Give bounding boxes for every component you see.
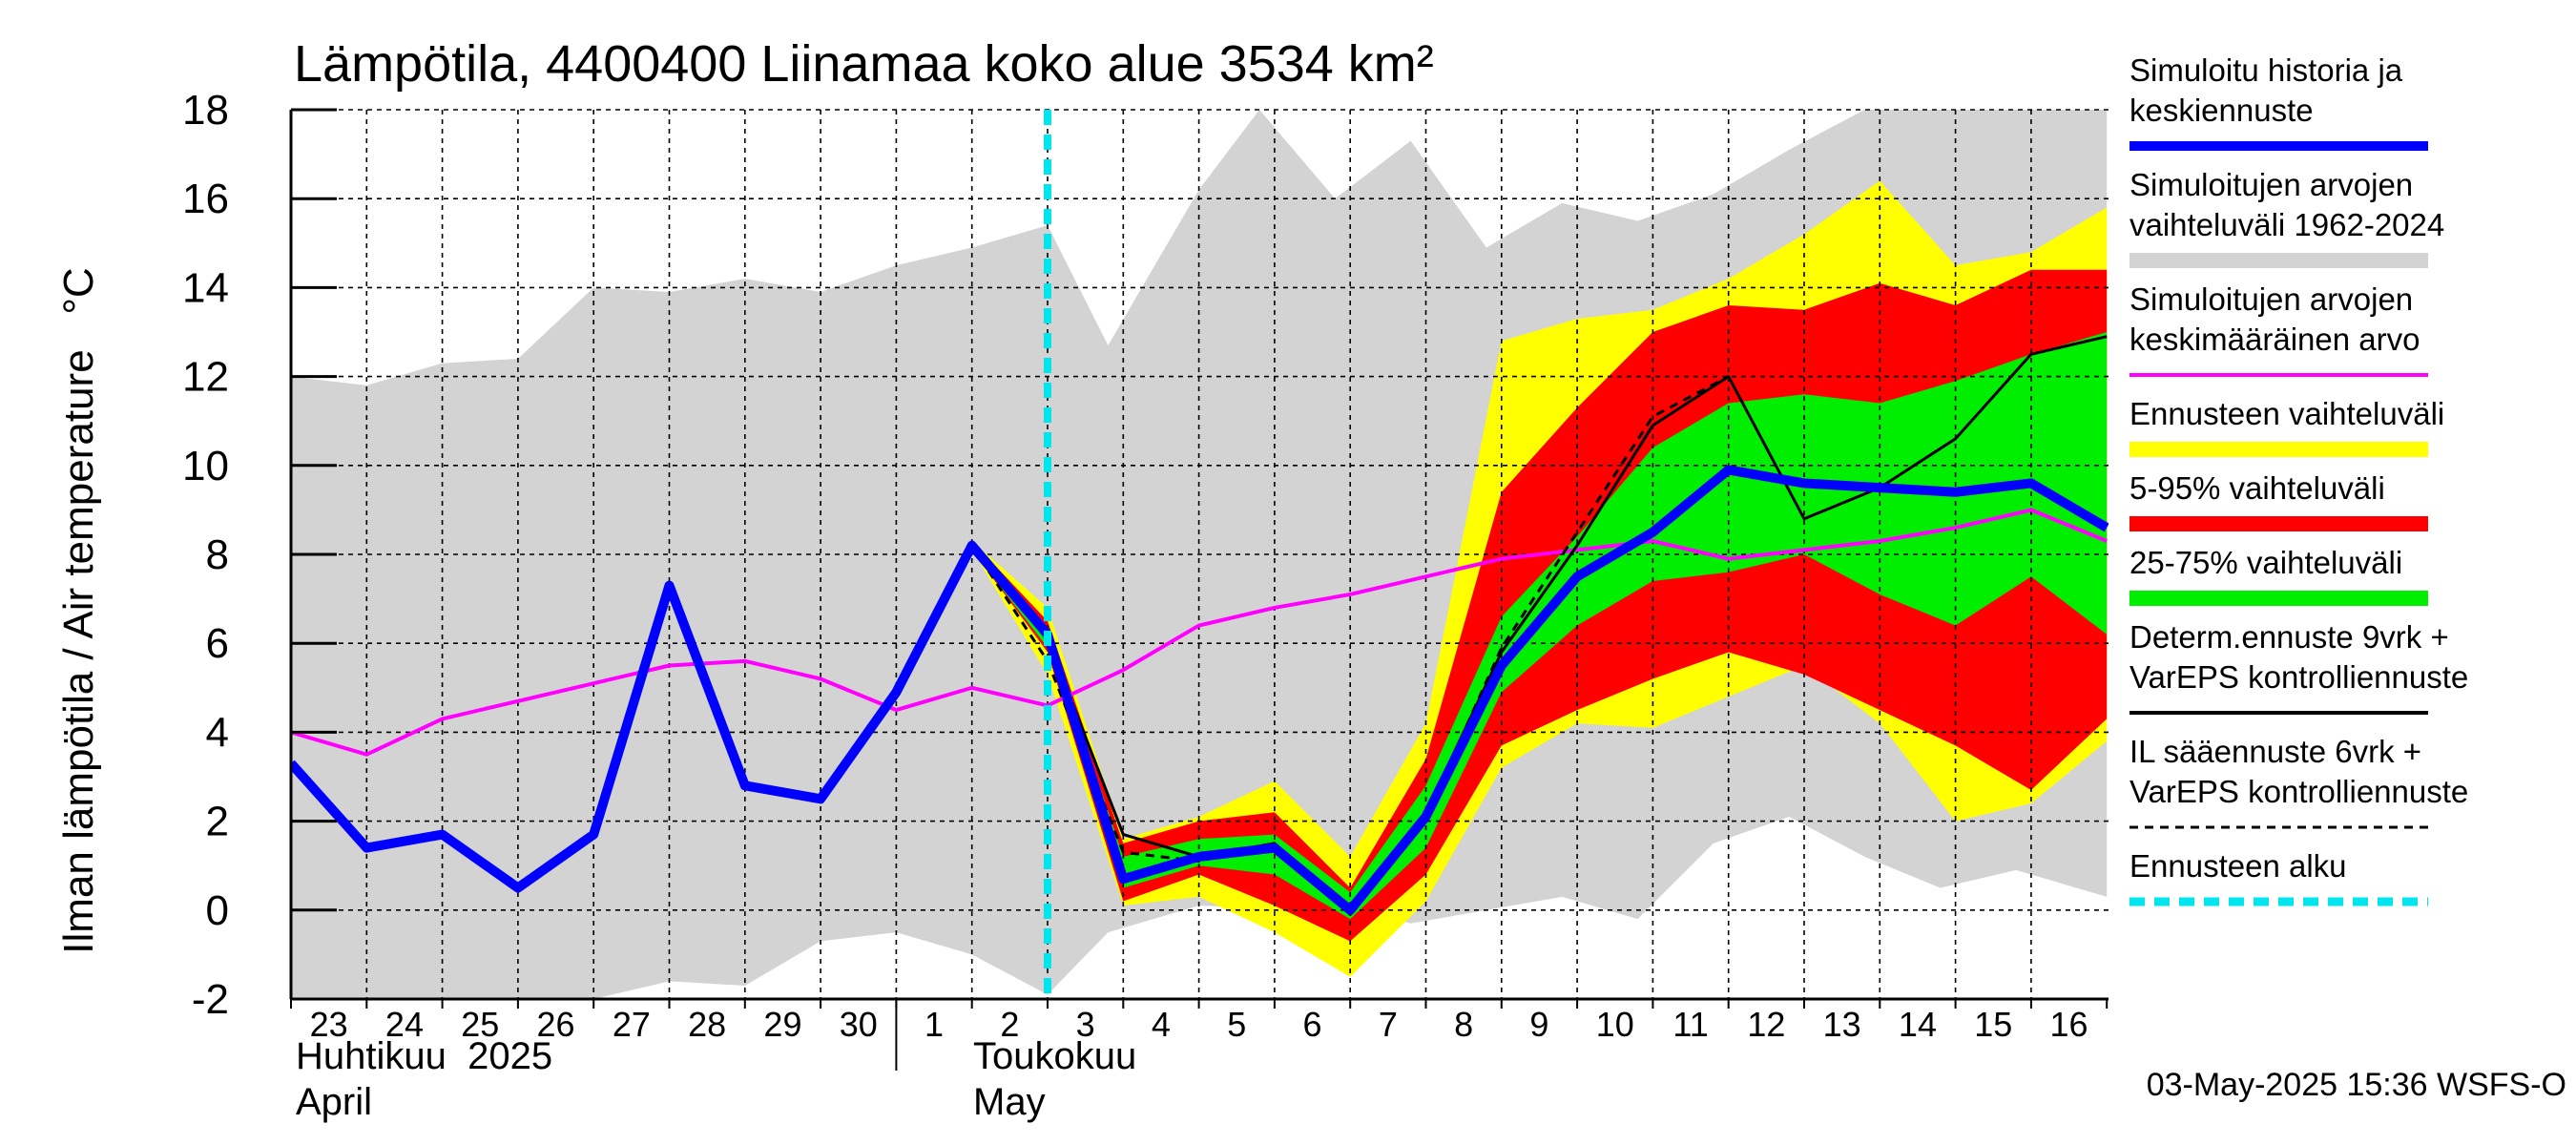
x-tick-label: 10 (1596, 1005, 1634, 1044)
legend-label: keskiennuste (2129, 93, 2314, 128)
legend-label: VarEPS kontrolliennuste (2129, 774, 2468, 809)
legend-entry-simuloitu-historia-ja-keskiennuste: Simuloitu historia ja keskiennuste (2129, 52, 2428, 151)
y-tick-label: 0 (206, 887, 229, 934)
legend-label: Ennusteen vaihteluväli (2129, 396, 2444, 431)
x-tick-label: 9 (1529, 1005, 1548, 1044)
x-tick-label: 6 (1303, 1005, 1322, 1044)
x-tick-label: 11 (1672, 1005, 1708, 1044)
legend-entry-simuloitujen-arvojen-vaihteluv-li-1962-2024: Simuloitujen arvojen vaihteluväli 1962-20… (2129, 167, 2444, 268)
x-tick-label: 7 (1379, 1005, 1398, 1044)
y-tick-labels: -2 0 2 4 6 8 10 12 14 16 18 (182, 87, 229, 1023)
legend-label: VarEPS kontrolliennuste (2129, 659, 2468, 695)
legend-entry-determ-ennuste-9vrk-vareps-kontrolliennuste: Determ.ennuste 9vrk + VarEPS kontrollienn… (2129, 619, 2468, 715)
legend-entry-25-75-vaihteluv-li: 25-75% vaihteluväli (2129, 545, 2428, 606)
x-tick-label: 13 (1823, 1005, 1861, 1044)
legend-label: keskimääräinen arvo (2129, 322, 2420, 357)
x-tick-label: 2 (1000, 1005, 1019, 1044)
x-tick-label: 3 (1076, 1005, 1095, 1044)
x-tick-label: 27 (613, 1005, 651, 1044)
x-tick-label: 26 (537, 1005, 575, 1044)
month-label-may-en: May (973, 1081, 1046, 1123)
y-tick-label: 14 (182, 264, 229, 311)
legend-label: Determ.ennuste 9vrk + (2129, 619, 2449, 655)
legend-entry-il-s-ennuste-6vrk-vareps-kontrolliennuste: IL sääennuste 6vrk + VarEPS kontrollienn… (2129, 734, 2468, 829)
x-tick-label: 30 (840, 1005, 878, 1044)
y-tick-label: 12 (182, 354, 229, 401)
line-determ-ennuste-9vrk-vareps-kontrolliennuste (895, 335, 2108, 912)
x-tick-label: 29 (763, 1005, 801, 1044)
y-tick-label: 8 (206, 531, 229, 578)
x-tick-label: 4 (1152, 1005, 1171, 1044)
legend-entry-ennusteen-vaihteluv-li: Ennusteen vaihteluväli (2129, 396, 2444, 457)
x-tick-label: 23 (310, 1005, 348, 1044)
legend-label: Simuloitujen arvojen (2129, 281, 2413, 317)
month-label-april-fi: Huhtikuu 2025 (296, 1035, 552, 1077)
legend-label: vaihteluväli 1962-2024 (2129, 207, 2444, 242)
legend-label: Simuloitujen arvojen (2129, 167, 2413, 202)
y-tick-label: 10 (182, 443, 229, 489)
y-tick-label: 16 (182, 176, 229, 222)
x-tick-label: 28 (688, 1005, 726, 1044)
series-lines (291, 110, 2109, 999)
x-tick-label: 24 (385, 1005, 424, 1044)
x-tick-label: 15 (1974, 1005, 2012, 1044)
axes (289, 108, 2109, 1071)
y-axis-label: Ilman lämpötila / Air temperature °C (55, 267, 102, 953)
x-tick-label: 25 (461, 1005, 499, 1044)
legend-entry-5-95-vaihteluv-li: 5-95% vaihteluväli (2129, 470, 2428, 531)
chart-title: Lämpötila, 4400400 Liinamaa koko alue 35… (294, 35, 1434, 93)
y-tick-label: 4 (206, 709, 229, 756)
y-tick-label: 2 (206, 799, 229, 845)
legend-label: Simuloitu historia ja (2129, 52, 2403, 88)
x-tick-label: 1 (924, 1005, 944, 1044)
y-tick-label: 18 (182, 87, 229, 134)
x-tick-labels: 23 24 25 26 27 28 29 30 1 2 3 4 5 6 7 8 9 10 11 12 13 14 15 16 (310, 1005, 2088, 1044)
x-tick-label: 12 (1747, 1005, 1785, 1044)
line-simuloitujen-arvojen-keskim-r-inen-arvo (291, 508, 2108, 757)
legend-label: 25-75% vaihteluväli (2129, 545, 2402, 580)
x-tick-label: 16 (2050, 1005, 2088, 1044)
legend-label: IL sääennuste 6vrk + (2129, 734, 2421, 769)
y-tick-label: -2 (192, 976, 229, 1023)
y-tick-label: 6 (206, 620, 229, 667)
month-label-april-en: April (296, 1081, 372, 1123)
legend-entry-simuloitujen-arvojen-keskim-r-inen-arvo: Simuloitujen arvojen keskimääräinen arvo (2129, 281, 2428, 377)
legend-entry-ennusteen-alku: Ennusteen alku (2129, 848, 2428, 906)
line-simuloitu-historia-ja-keskiennuste (291, 465, 2109, 915)
x-tick-label: 14 (1899, 1005, 1937, 1044)
legend-label: 5-95% vaihteluväli (2129, 470, 2385, 506)
legend: Simuloitu historia jakeskiennusteSimuloi… (2129, 52, 2468, 906)
x-tick-label: 8 (1454, 1005, 1473, 1044)
month-label-may-fi: Toukokuu (973, 1035, 1136, 1077)
legend-label: Ennusteen alku (2129, 848, 2347, 884)
timestamp: 03-May-2025 15:36 WSFS-O (2147, 1067, 2566, 1103)
x-tick-label: 5 (1227, 1005, 1246, 1044)
